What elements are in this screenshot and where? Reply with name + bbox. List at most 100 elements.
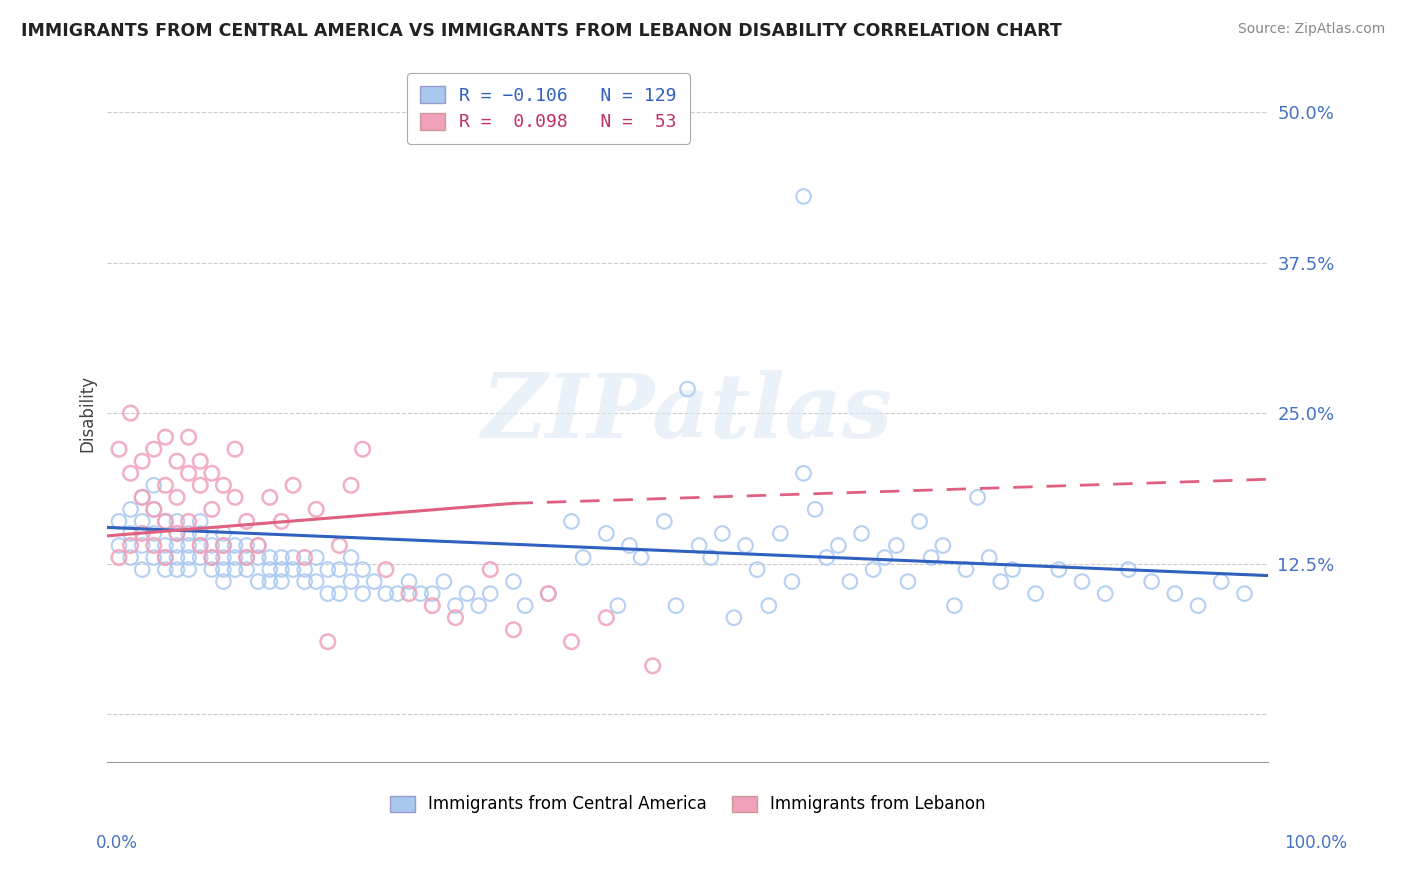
- Point: [398, 586, 420, 600]
- Point: [166, 539, 188, 553]
- Point: [281, 478, 304, 492]
- Point: [281, 562, 304, 576]
- Point: [352, 562, 374, 576]
- Point: [201, 550, 224, 565]
- Point: [166, 515, 188, 529]
- Point: [920, 550, 942, 565]
- Point: [502, 574, 524, 589]
- Point: [166, 454, 188, 468]
- Point: [142, 502, 165, 516]
- Point: [224, 491, 246, 505]
- Point: [142, 526, 165, 541]
- Point: [340, 574, 363, 589]
- Point: [305, 574, 328, 589]
- Point: [479, 586, 502, 600]
- Point: [1047, 562, 1070, 576]
- Point: [316, 586, 339, 600]
- Point: [155, 515, 177, 529]
- Point: [328, 562, 350, 576]
- Point: [734, 539, 756, 553]
- Point: [398, 574, 420, 589]
- Point: [433, 574, 456, 589]
- Point: [723, 610, 745, 624]
- Point: [595, 610, 617, 624]
- Point: [815, 550, 838, 565]
- Legend: Immigrants from Central America, Immigrants from Lebanon: Immigrants from Central America, Immigra…: [382, 789, 993, 820]
- Point: [235, 550, 257, 565]
- Point: [595, 526, 617, 541]
- Point: [943, 599, 966, 613]
- Point: [177, 467, 200, 481]
- Point: [270, 562, 292, 576]
- Point: [131, 515, 153, 529]
- Point: [142, 502, 165, 516]
- Point: [142, 478, 165, 492]
- Point: [166, 550, 188, 565]
- Point: [247, 574, 270, 589]
- Point: [1094, 586, 1116, 600]
- Text: ZIPatlas: ZIPatlas: [482, 370, 893, 457]
- Point: [188, 539, 211, 553]
- Point: [769, 526, 792, 541]
- Point: [955, 562, 977, 576]
- Point: [606, 599, 628, 613]
- Point: [155, 478, 177, 492]
- Point: [641, 658, 664, 673]
- Text: IMMIGRANTS FROM CENTRAL AMERICA VS IMMIGRANTS FROM LEBANON DISABILITY CORRELATIO: IMMIGRANTS FROM CENTRAL AMERICA VS IMMIG…: [21, 22, 1062, 40]
- Point: [758, 599, 780, 613]
- Point: [990, 574, 1012, 589]
- Point: [155, 430, 177, 444]
- Point: [247, 539, 270, 553]
- Point: [676, 382, 699, 396]
- Point: [502, 623, 524, 637]
- Point: [270, 550, 292, 565]
- Point: [479, 562, 502, 576]
- Point: [131, 562, 153, 576]
- Point: [374, 562, 396, 576]
- Point: [862, 562, 884, 576]
- Point: [420, 586, 443, 600]
- Point: [619, 539, 641, 553]
- Point: [259, 562, 281, 576]
- Point: [201, 562, 224, 576]
- Point: [120, 406, 142, 420]
- Point: [188, 526, 211, 541]
- Point: [1001, 562, 1024, 576]
- Point: [513, 599, 536, 613]
- Point: [188, 478, 211, 492]
- Point: [908, 515, 931, 529]
- Y-axis label: Disability: Disability: [79, 375, 96, 451]
- Point: [131, 491, 153, 505]
- Point: [188, 550, 211, 565]
- Point: [155, 550, 177, 565]
- Point: [201, 502, 224, 516]
- Text: 100.0%: 100.0%: [1284, 834, 1347, 852]
- Point: [886, 539, 908, 553]
- Point: [224, 562, 246, 576]
- Point: [259, 574, 281, 589]
- Point: [537, 586, 560, 600]
- Point: [711, 526, 734, 541]
- Point: [120, 467, 142, 481]
- Point: [188, 454, 211, 468]
- Point: [259, 550, 281, 565]
- Point: [1071, 574, 1094, 589]
- Point: [340, 550, 363, 565]
- Point: [873, 550, 896, 565]
- Point: [897, 574, 920, 589]
- Point: [108, 550, 131, 565]
- Point: [177, 550, 200, 565]
- Point: [142, 550, 165, 565]
- Point: [259, 491, 281, 505]
- Point: [212, 574, 235, 589]
- Point: [699, 550, 721, 565]
- Point: [270, 574, 292, 589]
- Point: [247, 539, 270, 553]
- Point: [177, 562, 200, 576]
- Point: [120, 526, 142, 541]
- Point: [212, 550, 235, 565]
- Point: [572, 550, 595, 565]
- Point: [212, 562, 235, 576]
- Point: [467, 599, 489, 613]
- Point: [166, 526, 188, 541]
